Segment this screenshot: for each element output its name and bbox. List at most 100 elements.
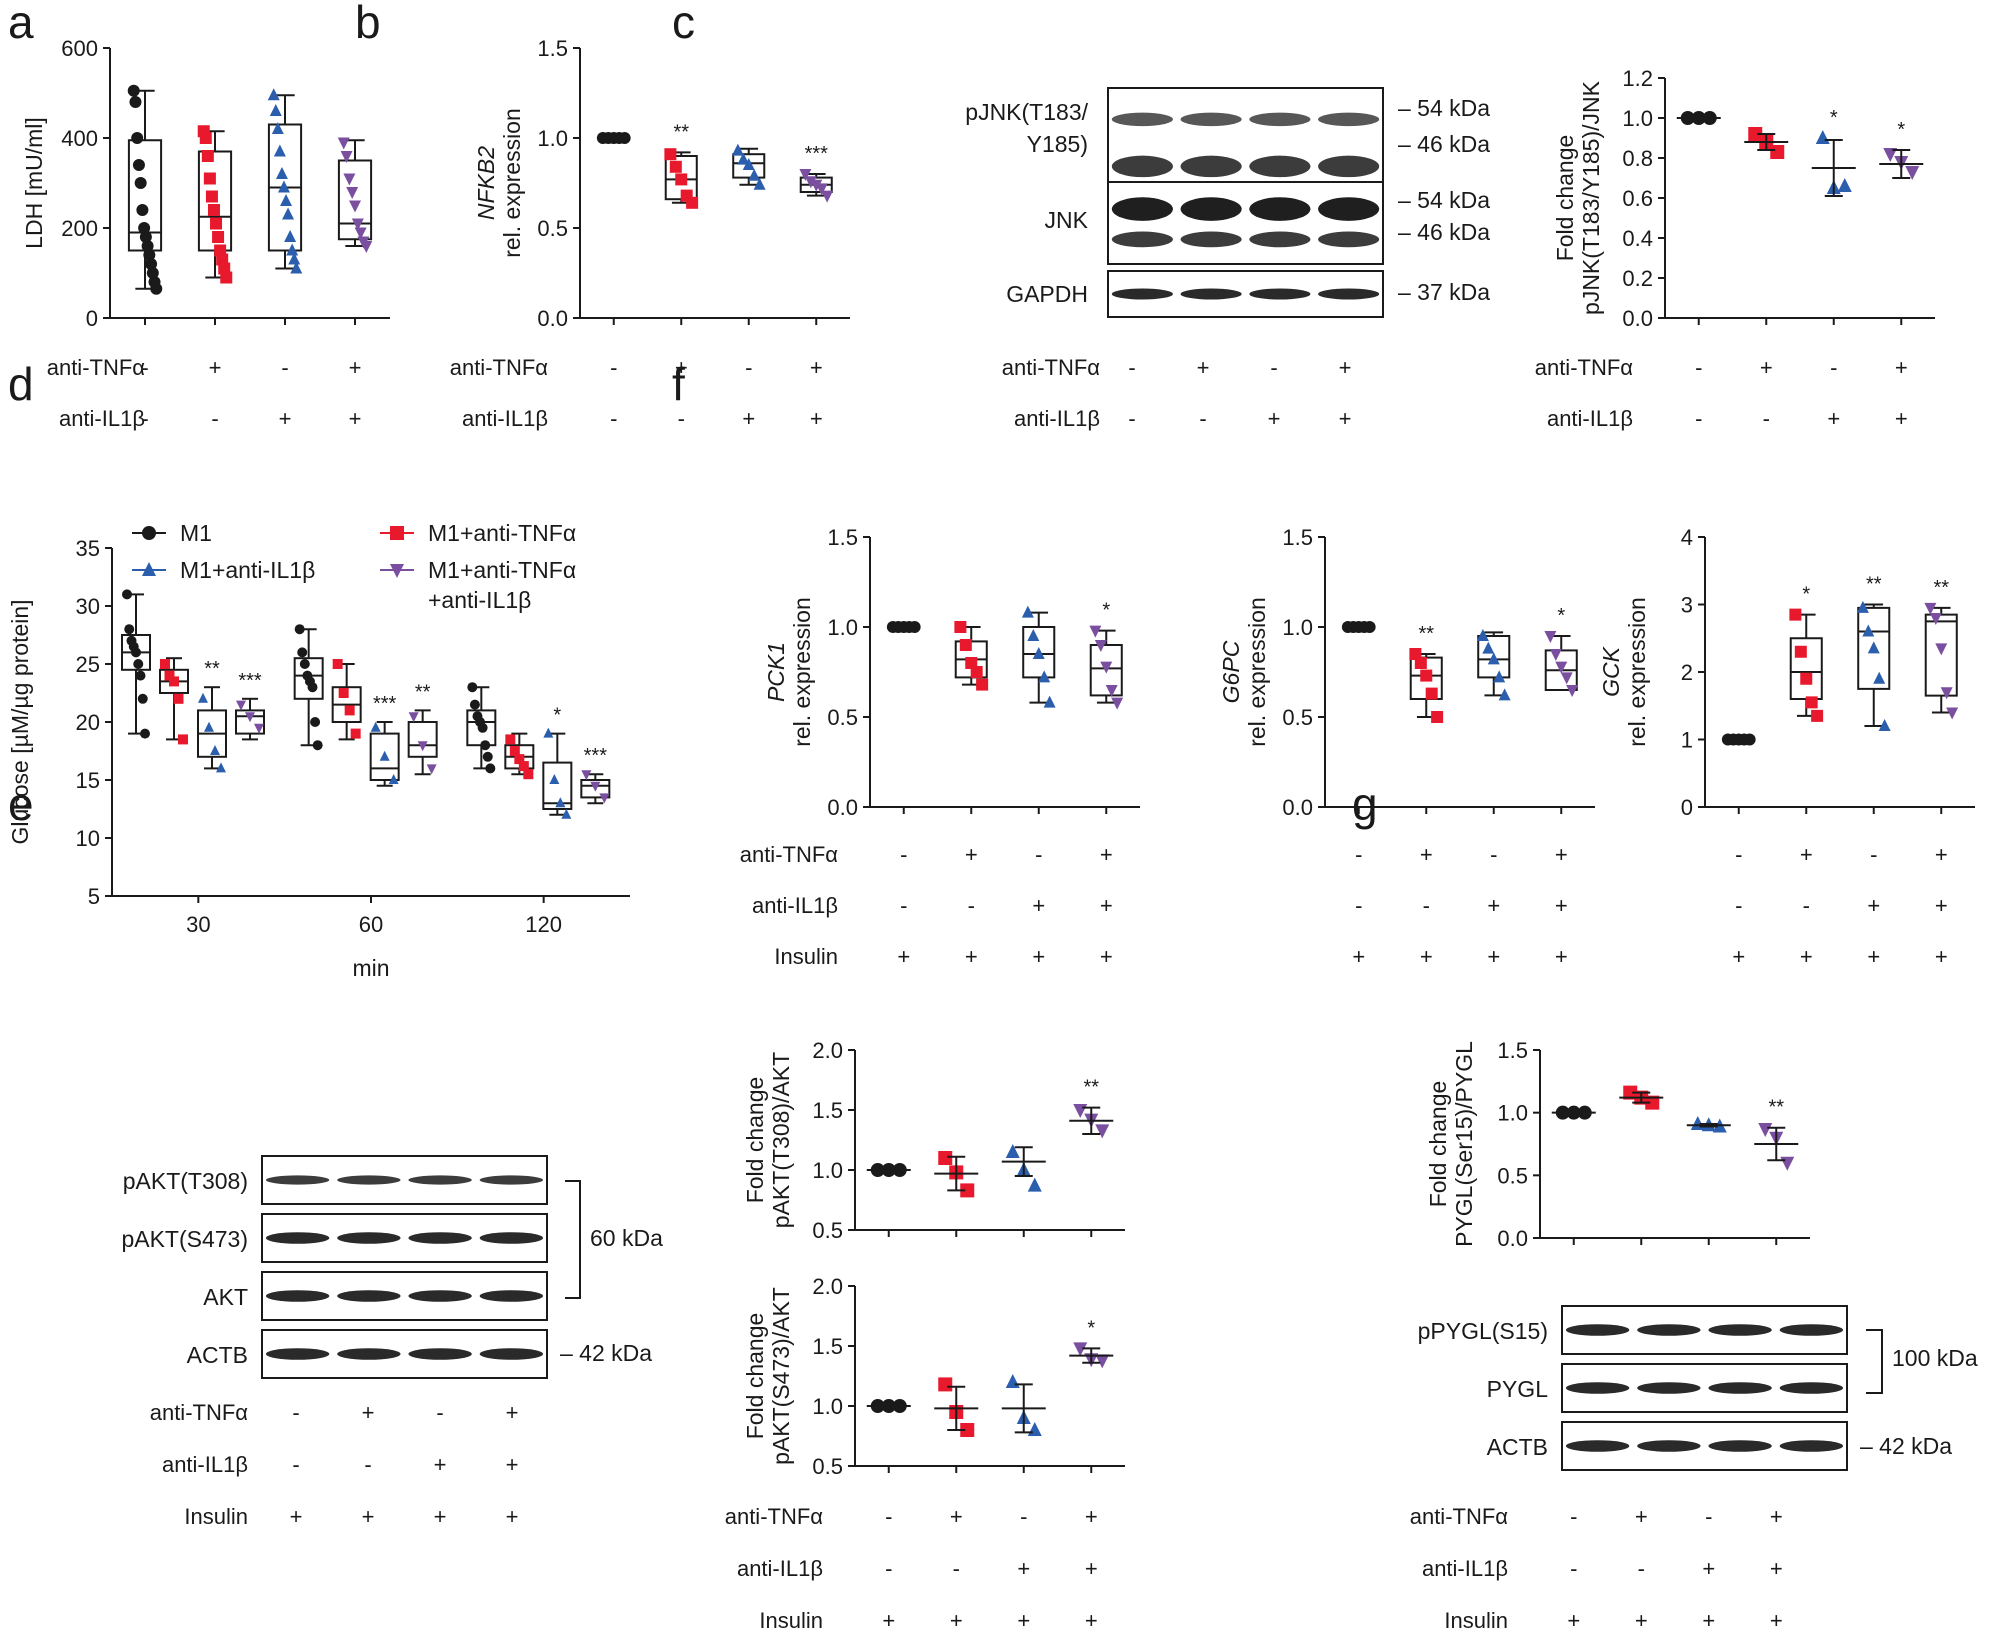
f1-point bbox=[1038, 670, 1051, 683]
f3-condition-sign: + bbox=[1867, 944, 1880, 969]
e-bracket bbox=[565, 1180, 581, 1299]
f2-condition-sign: + bbox=[1487, 893, 1500, 918]
e-blot-condition-sign: + bbox=[506, 1504, 519, 1529]
f2-condition-sign: + bbox=[1487, 944, 1500, 969]
f1-point bbox=[908, 621, 921, 633]
d-point bbox=[467, 682, 478, 693]
a-point bbox=[275, 167, 288, 179]
b-point bbox=[748, 168, 761, 181]
d-point bbox=[426, 764, 437, 775]
f2-condition-sign: + bbox=[1352, 944, 1365, 969]
f2-point bbox=[1431, 711, 1444, 723]
c-ytick-label: 0.6 bbox=[1622, 186, 1653, 211]
c-condition-sign: - bbox=[1763, 406, 1770, 431]
c-blot-condition-sign: + bbox=[1268, 406, 1281, 431]
c-point bbox=[1748, 127, 1763, 141]
d-ytick-label: 15 bbox=[76, 768, 100, 793]
c-ytick-label: 1.2 bbox=[1622, 66, 1653, 91]
f3-condition-sign: - bbox=[1735, 893, 1742, 918]
g-bracket-size: 100 kDa bbox=[1892, 1345, 1978, 1371]
e-blot-0-band bbox=[408, 1175, 472, 1185]
g-condition-sign: - bbox=[1705, 1504, 1712, 1529]
a-point bbox=[139, 231, 152, 243]
f2-significance: ** bbox=[1418, 623, 1434, 645]
panel-label-f: f bbox=[672, 358, 685, 410]
c-point bbox=[1905, 166, 1920, 180]
d-point bbox=[581, 770, 592, 781]
g-condition-sign: + bbox=[1635, 1504, 1648, 1529]
f2-condition-sign: - bbox=[1355, 893, 1362, 918]
e-blot-condition-sign: - bbox=[364, 1452, 371, 1477]
b-condition-label: anti-IL1β bbox=[462, 406, 548, 431]
c-condition-sign: + bbox=[1895, 355, 1908, 380]
a-point bbox=[136, 204, 149, 216]
a-point bbox=[145, 258, 158, 270]
c-condition-sign: - bbox=[1695, 355, 1702, 380]
d-ytick-label: 10 bbox=[76, 826, 100, 851]
a-condition-label: anti-IL1β bbox=[59, 406, 145, 431]
c-blot-jnk-band bbox=[1318, 197, 1380, 221]
e-bottom-point bbox=[1095, 1354, 1110, 1369]
a-point bbox=[146, 267, 159, 279]
d-legend-m1-marker bbox=[142, 526, 156, 540]
e-bottom-point bbox=[960, 1423, 975, 1437]
g-ytick-label: 1.5 bbox=[1497, 1038, 1528, 1063]
b-point bbox=[821, 190, 834, 203]
f3-ytick-label: 0 bbox=[1681, 795, 1693, 820]
a-point bbox=[280, 194, 293, 206]
b-condition-sign: + bbox=[675, 355, 688, 380]
f2-point bbox=[1493, 670, 1506, 683]
f1-point bbox=[970, 666, 983, 678]
f3-point bbox=[1856, 600, 1869, 613]
a-point bbox=[131, 132, 144, 144]
e-bottom-ytick-label: 1.0 bbox=[812, 1394, 843, 1419]
c-condition-sign: + bbox=[1760, 355, 1773, 380]
d-point bbox=[135, 670, 146, 681]
d-legend-tnf-label: M1+anti-TNFα bbox=[428, 520, 576, 546]
panel-label-b: b bbox=[355, 0, 381, 48]
e-blot-3-band bbox=[479, 1348, 544, 1360]
a-point bbox=[210, 217, 223, 230]
f3-ytick-label: 2 bbox=[1681, 660, 1693, 685]
e-blot-condition-sign: + bbox=[362, 1504, 375, 1529]
f3-point bbox=[1811, 709, 1824, 722]
a-point bbox=[284, 230, 297, 242]
c-blot-pjnk-band bbox=[1318, 112, 1380, 127]
c-blot-condition-label: anti-TNFα bbox=[1002, 355, 1101, 380]
e-bottom-condition-sign: + bbox=[950, 1608, 963, 1633]
f1-condition-sign: + bbox=[1100, 893, 1113, 918]
f3-point bbox=[1800, 672, 1813, 685]
e-top-ytick-label: 1.0 bbox=[812, 1158, 843, 1183]
d-xtick-label: 60 bbox=[359, 912, 383, 937]
g-blot-label: ACTB bbox=[1487, 1434, 1548, 1460]
a-point bbox=[212, 231, 225, 243]
d-point bbox=[124, 624, 135, 635]
f3-point bbox=[1743, 733, 1756, 746]
a-point bbox=[354, 227, 367, 240]
c-blot-jnk-band bbox=[1180, 197, 1242, 221]
f2-condition-sign: - bbox=[1355, 842, 1362, 867]
a-point bbox=[351, 218, 364, 231]
f1-ytick-label: 0.5 bbox=[827, 705, 858, 730]
c-size-37: – 37 kDa bbox=[1398, 279, 1490, 305]
c-size-46: – 46 kDa bbox=[1398, 131, 1490, 157]
f3-point bbox=[1805, 696, 1818, 709]
d-point bbox=[518, 761, 529, 772]
f2-point bbox=[1566, 685, 1579, 697]
b-condition-sign: + bbox=[742, 406, 755, 431]
e-top-point bbox=[938, 1151, 953, 1165]
d-point bbox=[122, 589, 132, 600]
f2-point bbox=[1544, 631, 1557, 643]
c-ytick-label: 0.2 bbox=[1622, 266, 1653, 291]
c-condition-sign: + bbox=[1895, 406, 1908, 431]
d-legend-both-label: M1+anti-TNFα bbox=[428, 557, 576, 583]
g-blot-label: PYGL bbox=[1487, 1376, 1549, 1402]
d-point bbox=[204, 721, 214, 732]
d-significance: *** bbox=[238, 670, 262, 692]
f2-point bbox=[1549, 649, 1562, 661]
d-ylabel: Glucose [µM/µg protein] bbox=[7, 599, 33, 844]
e-bottom-point bbox=[1027, 1422, 1042, 1436]
f1-condition-sign: - bbox=[1035, 842, 1042, 867]
d-point bbox=[477, 722, 488, 733]
g-point bbox=[1623, 1085, 1638, 1100]
